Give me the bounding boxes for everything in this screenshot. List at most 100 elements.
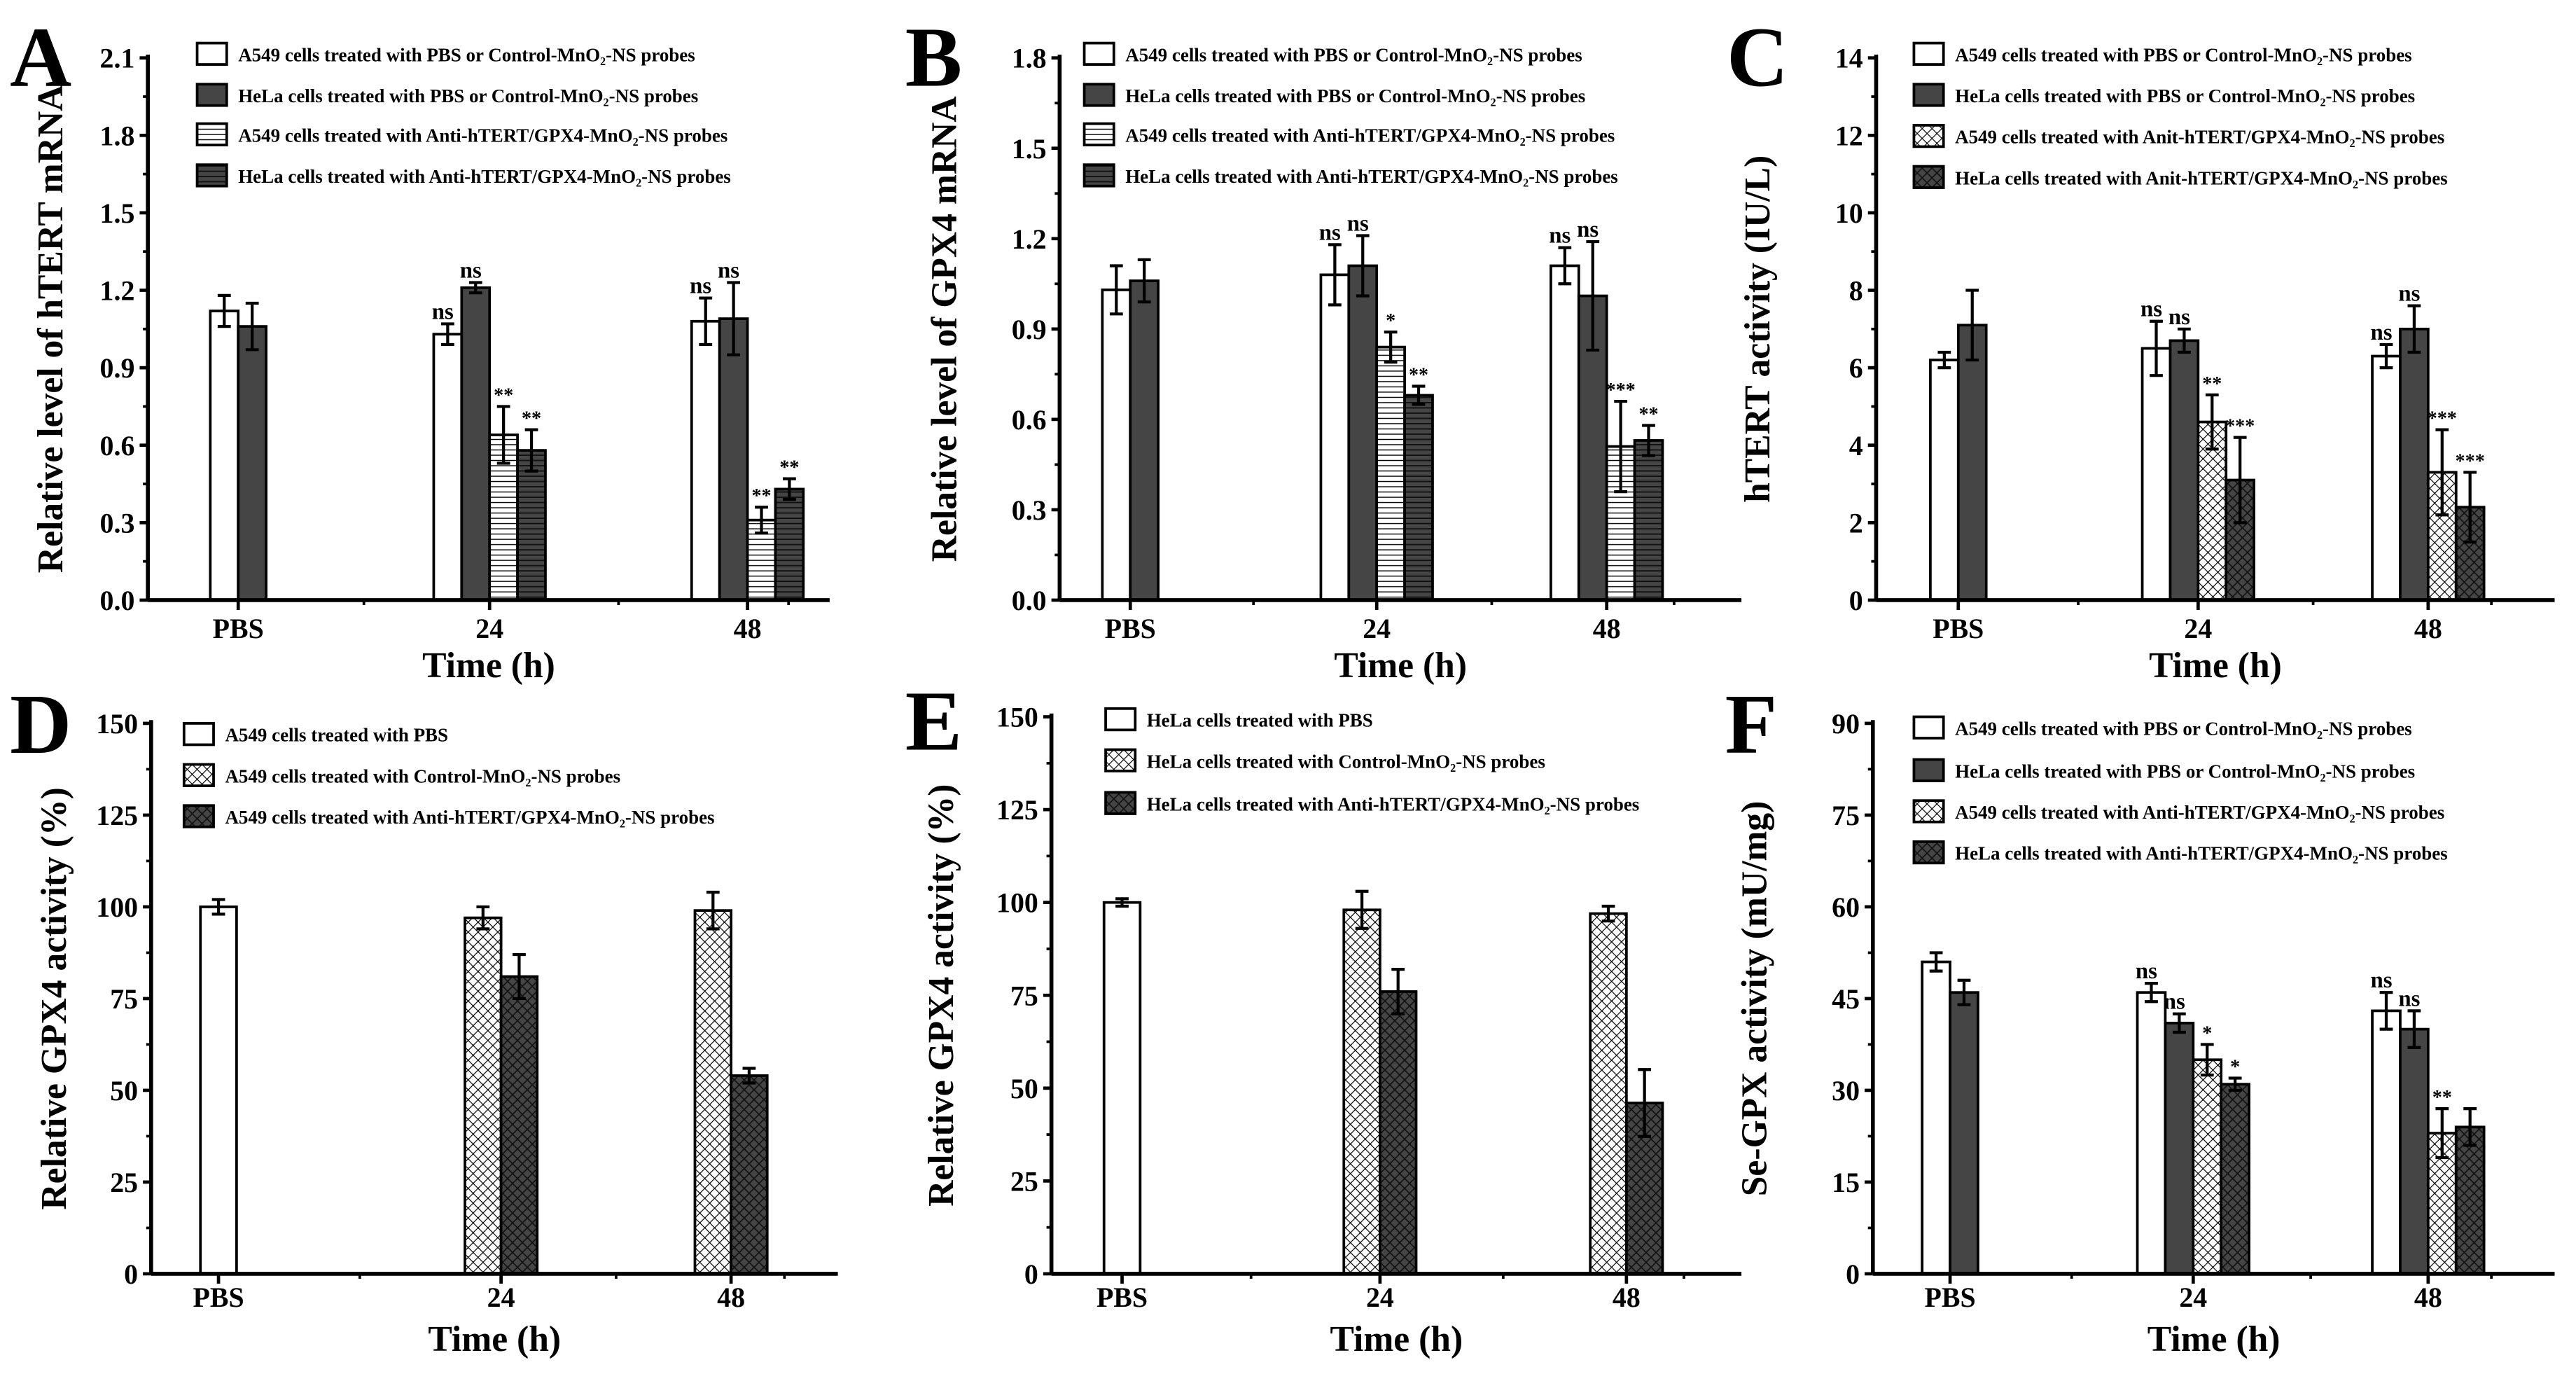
legend-swatch-outline — [1912, 715, 1945, 740]
bar: ns — [2168, 305, 2200, 602]
legend: A549 cells treated with PBS or Control-M… — [195, 41, 731, 188]
legend-swatch-outline — [1082, 122, 1115, 146]
significance-label: *** — [1606, 380, 1636, 401]
legend-item: A549 cells treated with Control-MnO₂-NS … — [182, 763, 620, 787]
y-axis-title: hTERT activity (IU/L) — [1738, 155, 1778, 503]
significance-label: *** — [2456, 450, 2485, 472]
bar: ns — [1319, 220, 1351, 602]
y-axis-title: Relative level of GPX4 mRNA — [925, 96, 965, 562]
bar-pattern — [501, 976, 538, 1274]
y-tick-label: 50 — [110, 1075, 138, 1106]
bar: ns — [690, 274, 721, 602]
legend-swatch-pattern — [1106, 749, 1136, 771]
significance-label: ** — [2432, 1087, 2452, 1109]
bar-pattern — [2193, 1060, 2222, 1274]
x-tick-label: PBS — [213, 613, 264, 644]
y-tick-label: 10 — [1835, 197, 1863, 229]
bar-fill — [1950, 992, 1978, 1274]
legend-swatch-outline — [1912, 840, 1945, 865]
legend-label: HeLa cells treated with PBS or Control-M… — [1955, 761, 2415, 782]
legend: HeLa cells treated with PBS HeLa cells tr… — [1104, 707, 1639, 815]
legend-swatch-outline — [1082, 41, 1115, 66]
bar-fill — [2400, 1029, 2428, 1274]
legend-label: HeLa cells treated with Anti-hTERT/GPX4-… — [1125, 166, 1618, 187]
legend-label: A549 cells treated with Anit-hTERT/GPX4-… — [1955, 127, 2444, 148]
x-tick-label: 24 — [1363, 613, 1391, 644]
legend-label: HeLa cells treated with PBS or Control-M… — [1955, 85, 2415, 106]
legend-label: A549 cells treated with PBS — [225, 725, 448, 746]
bar: *** — [2426, 408, 2458, 602]
y-tick-label: 4 — [1849, 430, 1863, 462]
legend-swatch-outline — [1082, 83, 1115, 107]
bar: *** — [1605, 380, 1636, 602]
y-tick-label: 0.0 — [100, 585, 135, 616]
legend-swatch-fill — [183, 723, 214, 745]
bar: ** — [2426, 1087, 2458, 1275]
y-tick-label: 1.8 — [100, 120, 135, 151]
significance-label: ns — [1549, 223, 1571, 249]
bar-fill — [1321, 275, 1349, 600]
bar: ** — [1633, 403, 1664, 602]
legend-swatch-pattern — [1914, 800, 1944, 822]
legend-item: HeLa cells treated with PBS or Control-M… — [1912, 758, 2415, 782]
x-tick-label: 24 — [2179, 1282, 2207, 1313]
legend: A549 cells treated with PBS or Control-M… — [1912, 715, 2448, 865]
bar-pattern — [731, 1075, 767, 1274]
y-tick-label: 1.8 — [1012, 43, 1047, 74]
legend-label: A549 cells treated with Control-MnO₂-NS … — [225, 765, 620, 786]
bar-pattern — [1344, 910, 1380, 1274]
legend: A549 cells treated with PBS A549 cells tr… — [182, 722, 715, 828]
legend-item: HeLa cells treated with Anti-hTERT/GPX4-… — [1912, 840, 2448, 865]
y-tick-label: 0.6 — [100, 430, 135, 462]
legend-swatch-pattern — [1084, 165, 1114, 186]
y-axis-title: Relative GPX4 activity (%) — [921, 784, 961, 1207]
bar-pattern — [1590, 913, 1627, 1274]
significance-label: ns — [690, 274, 711, 299]
bar — [199, 898, 238, 1275]
y-axis-title: Relative level of hTERT mRNA — [31, 85, 71, 573]
bar-fill — [2170, 340, 2199, 600]
bar-fill — [200, 906, 237, 1274]
y-tick-label: 0 — [124, 1258, 138, 1290]
bar — [1379, 968, 1418, 1275]
legend-swatch-outline — [1912, 799, 1945, 824]
legend-swatch-outline — [195, 163, 228, 188]
bar: ns — [1577, 217, 1608, 602]
significance-label: ns — [432, 299, 454, 324]
chart-panel-a: Ansns****nsns****0.00.30.60.91.21.51.82.… — [10, 11, 830, 686]
legend-swatch-pattern — [183, 764, 214, 786]
bar-fill — [1550, 265, 1579, 600]
y-tick-label: 0 — [1024, 1258, 1038, 1290]
x-axis-title: Time (h) — [2147, 1319, 2281, 1359]
legend-swatch-outline — [182, 722, 215, 747]
x-tick-label: PBS — [193, 1282, 244, 1313]
significance-label: ** — [751, 485, 771, 507]
significance-label: ns — [2370, 320, 2392, 345]
x-tick-label: 48 — [2414, 613, 2442, 644]
bar — [730, 1067, 769, 1275]
bar-fill — [433, 334, 462, 600]
bar: ns — [2136, 959, 2167, 1275]
bar-pattern — [1405, 395, 1433, 600]
y-tick-label: 30 — [1832, 1075, 1860, 1106]
bar: ns — [2370, 320, 2402, 602]
bar — [237, 301, 267, 602]
x-tick-label: 48 — [734, 613, 762, 644]
legend-label: HeLa cells treated with Control-MnO₂-NS … — [1147, 751, 1545, 772]
bar: ns — [2370, 968, 2402, 1275]
legend-item: HeLa cells treated with Control-MnO₂-NS … — [1104, 748, 1545, 772]
y-tick-label: 15 — [1832, 1167, 1860, 1198]
legend-item: HeLa cells treated with Anti-hTERT/GPX4-… — [195, 163, 731, 188]
bar: ns — [2164, 990, 2195, 1275]
legend-swatch-pattern — [1106, 792, 1136, 814]
panel-letter: C — [1727, 11, 1788, 105]
bar-pattern — [2456, 1127, 2484, 1274]
bar — [693, 890, 732, 1275]
x-tick-label: 48 — [1613, 1282, 1641, 1313]
y-tick-label: 75 — [1010, 980, 1038, 1011]
bar-pattern — [1377, 347, 1405, 600]
legend-swatch-fill — [1914, 84, 1944, 106]
significance-label: ns — [2136, 959, 2157, 984]
y-tick-label: 2 — [1849, 507, 1863, 539]
